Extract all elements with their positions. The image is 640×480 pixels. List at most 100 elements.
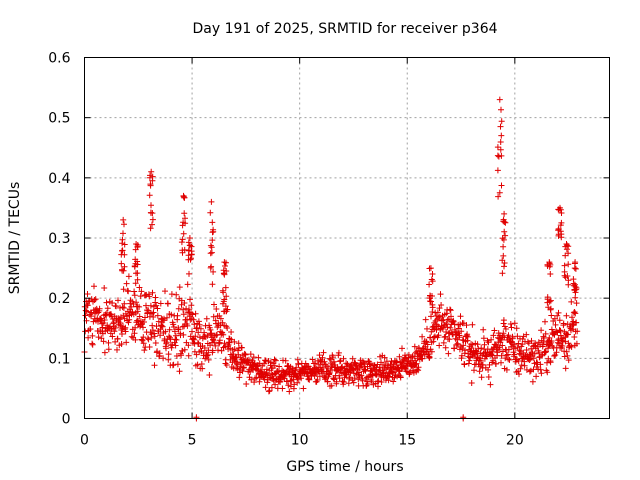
data-point: [563, 348, 570, 355]
spike-point: [222, 303, 229, 310]
data-point: [285, 382, 292, 389]
data-point: [485, 374, 492, 380]
data-point: [91, 297, 98, 303]
spike-point: [495, 193, 502, 200]
spike-point: [565, 277, 572, 284]
data-point: [171, 328, 178, 335]
data-point: [272, 357, 279, 364]
spike-point: [429, 278, 436, 285]
data-point: [142, 314, 148, 321]
spike-point: [133, 241, 140, 247]
data-point: [172, 332, 179, 339]
data-point: [245, 356, 252, 363]
data-point: [189, 328, 195, 335]
spike-point: [121, 251, 128, 258]
spike-point: [557, 204, 563, 211]
data-point: [109, 300, 116, 306]
data-point: [466, 357, 473, 364]
data-point: [168, 311, 175, 318]
data-point: [166, 326, 173, 333]
data-point: [105, 339, 112, 346]
data-point: [153, 323, 160, 330]
data-point: [120, 286, 127, 293]
y-tick-label: 0.6: [48, 51, 70, 67]
x-tick-label: 15: [398, 433, 416, 449]
data-point: [524, 338, 531, 345]
spike-point: [185, 252, 192, 259]
data-point: [513, 325, 520, 332]
spike-point: [571, 265, 578, 272]
data-point: [146, 293, 153, 300]
data-point: [265, 388, 272, 395]
data-point: [543, 348, 549, 355]
data-point: [537, 361, 544, 368]
spike-point: [563, 241, 570, 247]
data-point: [560, 320, 567, 327]
data-point: [375, 383, 381, 390]
data-point: [446, 336, 453, 343]
data-point: [190, 316, 197, 323]
data-point: [568, 298, 575, 305]
data-point: [415, 364, 422, 371]
data-point: [440, 339, 447, 346]
data-point: [574, 328, 581, 335]
data-point: [461, 361, 468, 368]
data-point: [114, 346, 120, 353]
data-point: [419, 333, 426, 340]
data-point: [238, 344, 245, 351]
data-point: [523, 347, 530, 353]
data-point: [474, 341, 481, 348]
data-point: [152, 294, 159, 301]
data-point: [477, 357, 484, 364]
data-point: [458, 352, 465, 359]
data-point: [173, 353, 180, 359]
data-point: [217, 315, 224, 322]
spike-point: [572, 294, 579, 301]
data-point: [148, 331, 155, 338]
data-point: [264, 379, 271, 386]
data-point: [178, 352, 185, 359]
data-point: [447, 324, 454, 331]
data-point: [544, 369, 551, 376]
data-point: [551, 353, 558, 359]
data-point: [349, 355, 356, 362]
data-point: [295, 361, 302, 368]
data-point: [104, 305, 111, 312]
data-point: [462, 347, 469, 354]
data-point: [89, 332, 96, 339]
spike-point: [545, 304, 552, 311]
spike-point: [180, 219, 187, 226]
data-point: [390, 378, 397, 385]
spike-point: [221, 271, 228, 278]
data-point: [213, 306, 220, 312]
data-point: [92, 296, 99, 303]
data-point: [195, 318, 202, 325]
spike-point: [121, 221, 127, 228]
data-point: [328, 382, 335, 389]
data-point: [220, 331, 227, 338]
data-point: [218, 347, 225, 354]
spike-point: [572, 259, 579, 266]
spike-point: [565, 261, 572, 268]
data-point: [515, 358, 522, 364]
data-point: [515, 340, 522, 347]
data-point: [128, 333, 135, 340]
data-point: [152, 340, 159, 346]
data-point: [424, 325, 430, 332]
data-point: [468, 380, 475, 386]
data-point: [173, 336, 180, 343]
data-point: [509, 335, 516, 342]
data-point: [241, 350, 248, 357]
y-tick-label: 0.1: [48, 351, 70, 367]
data-point: [507, 321, 514, 327]
spike-point: [219, 287, 226, 294]
spike-point: [209, 229, 216, 236]
data-point: [228, 329, 235, 335]
data-point: [573, 319, 580, 326]
data-point: [286, 388, 293, 395]
data-point: [185, 352, 192, 359]
data-point: [521, 362, 528, 369]
data-point: [187, 296, 193, 303]
spike-point: [501, 210, 508, 217]
data-point: [448, 313, 454, 320]
